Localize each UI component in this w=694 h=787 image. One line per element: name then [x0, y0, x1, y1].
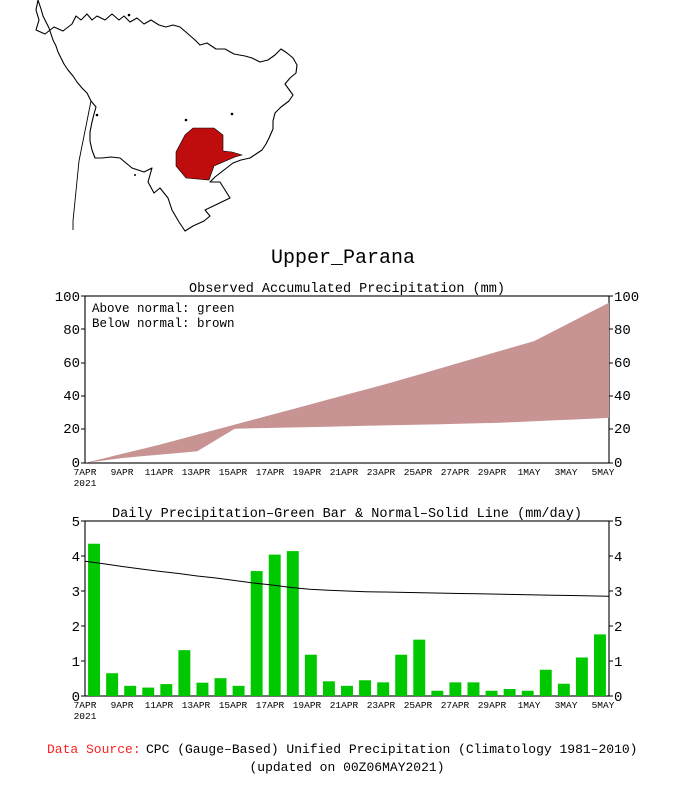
svg-text:3: 3	[614, 585, 622, 601]
svg-text:7APR: 7APR	[74, 700, 97, 711]
svg-text:5: 5	[614, 515, 622, 531]
svg-text:60: 60	[63, 356, 80, 372]
svg-text:1: 1	[72, 655, 80, 671]
svg-text:29APR: 29APR	[478, 700, 507, 711]
svg-text:40: 40	[63, 389, 80, 405]
svg-text:23APR: 23APR	[367, 467, 396, 478]
svg-text:Upper_Parana: Upper_Parana	[271, 247, 415, 270]
svg-text:21APR: 21APR	[330, 700, 359, 711]
svg-text:Below normal: brown: Below normal: brown	[92, 317, 235, 331]
svg-text:17APR: 17APR	[256, 700, 285, 711]
svg-text:1: 1	[614, 655, 622, 671]
svg-text:19APR: 19APR	[293, 700, 322, 711]
svg-text:Above normal: green: Above normal: green	[92, 302, 235, 316]
svg-text:CPC (Gauge–Based) Unified Prec: CPC (Gauge–Based) Unified Precipitation …	[146, 742, 637, 757]
svg-text:7APR: 7APR	[74, 467, 97, 478]
svg-text:23APR: 23APR	[367, 700, 396, 711]
svg-text:17APR: 17APR	[256, 467, 285, 478]
svg-text:2021: 2021	[74, 711, 97, 722]
svg-text:0: 0	[614, 456, 622, 472]
svg-text:3MAY: 3MAY	[555, 467, 578, 478]
svg-text:25APR: 25APR	[404, 467, 433, 478]
svg-text:27APR: 27APR	[441, 467, 470, 478]
svg-text:27APR: 27APR	[441, 700, 470, 711]
svg-text:100: 100	[55, 290, 80, 306]
svg-text:15APR: 15APR	[219, 700, 248, 711]
svg-text:2: 2	[72, 620, 80, 636]
svg-text:Observed Accumulated Precipita: Observed Accumulated Precipitation (mm)	[189, 282, 505, 297]
svg-text:0: 0	[614, 690, 622, 706]
svg-text:5: 5	[72, 515, 80, 531]
svg-text:4: 4	[72, 550, 80, 566]
svg-text:4: 4	[614, 550, 622, 566]
svg-text:3: 3	[72, 585, 80, 601]
svg-text:11APR: 11APR	[145, 700, 174, 711]
svg-text:2021: 2021	[74, 478, 97, 489]
svg-text:(updated on 00Z06MAY2021): (updated on 00Z06MAY2021)	[249, 760, 444, 775]
svg-text:5MAY: 5MAY	[592, 700, 615, 711]
svg-text:9APR: 9APR	[111, 700, 134, 711]
svg-text:5MAY: 5MAY	[592, 467, 615, 478]
svg-text:9APR: 9APR	[111, 467, 134, 478]
svg-text:21APR: 21APR	[330, 467, 359, 478]
svg-text:Daily Precipitation–Green Bar: Daily Precipitation–Green Bar & Normal–S…	[112, 507, 582, 522]
svg-text:Data Source:: Data Source:	[47, 742, 141, 757]
svg-text:20: 20	[63, 422, 80, 438]
svg-text:13APR: 13APR	[182, 700, 211, 711]
svg-text:100: 100	[614, 290, 639, 306]
svg-text:25APR: 25APR	[404, 700, 433, 711]
svg-text:2: 2	[614, 620, 622, 636]
svg-text:40: 40	[614, 389, 631, 405]
svg-text:19APR: 19APR	[293, 467, 322, 478]
svg-text:13APR: 13APR	[182, 467, 211, 478]
svg-text:11APR: 11APR	[145, 467, 174, 478]
svg-text:1MAY: 1MAY	[518, 700, 541, 711]
svg-text:80: 80	[63, 323, 80, 339]
svg-text:60: 60	[614, 356, 631, 372]
svg-text:3MAY: 3MAY	[555, 700, 578, 711]
svg-text:20: 20	[614, 422, 631, 438]
svg-text:1MAY: 1MAY	[518, 467, 541, 478]
svg-text:15APR: 15APR	[219, 467, 248, 478]
svg-text:29APR: 29APR	[478, 467, 507, 478]
svg-text:80: 80	[614, 323, 631, 339]
